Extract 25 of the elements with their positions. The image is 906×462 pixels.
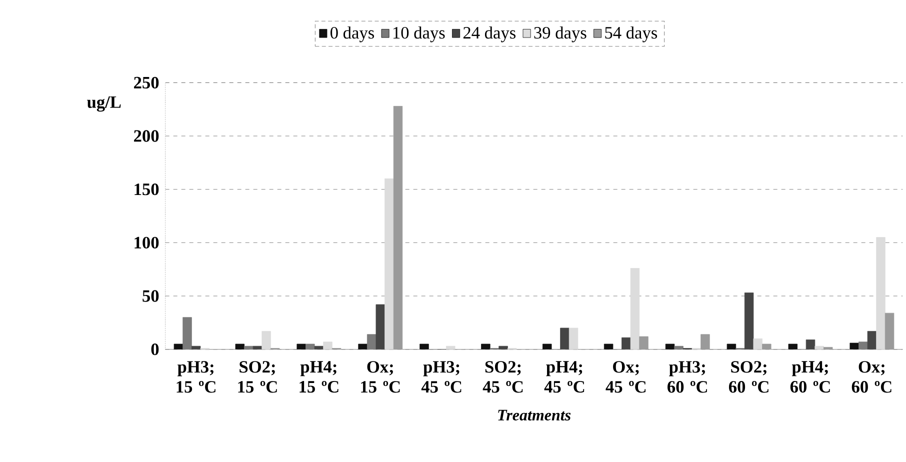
legend-label: 24 days: [463, 26, 516, 42]
legend-label: 0 days: [330, 26, 374, 42]
y-tick-label: 50: [142, 290, 159, 302]
y-tick-label: 0: [151, 343, 159, 356]
x-tick-label: SO2; 60 ºC: [728, 361, 768, 393]
y-tick-label: 250: [134, 76, 159, 89]
y-tick-label: 100: [134, 236, 159, 249]
x-tick-label: pH3; 45 ºC: [421, 361, 462, 393]
x-tick-label: SO2; 45 ºC: [482, 361, 523, 393]
x-tick-label: SO2; 15 ºC: [238, 361, 277, 393]
y-tick-label: 200: [134, 130, 159, 142]
legend-label: 10 days: [393, 26, 445, 42]
x-tick-label: pH4; 45 ºC: [544, 361, 584, 393]
x-tick-label: pH3; 60 ºC: [668, 361, 707, 393]
x-tick-label: Ox; 15 ºC: [361, 361, 400, 393]
x-tick-label: pH4; 15 ºC: [300, 361, 338, 393]
x-tick-label: Ox; 60 ºC: [852, 361, 892, 393]
legend-label: 39 days: [534, 26, 586, 42]
x-axis-title: Treatments: [498, 410, 571, 421]
legend-label: 54 days: [605, 26, 658, 42]
x-tick-label: pH4; 60 ºC: [790, 361, 830, 393]
x-tick-label: pH3; 15 ºC: [176, 361, 216, 393]
y-axis-title: ug/L: [87, 96, 121, 112]
x-tick-label: Ox; 45 ºC: [606, 361, 646, 393]
y-tick-label: 150: [134, 183, 159, 196]
